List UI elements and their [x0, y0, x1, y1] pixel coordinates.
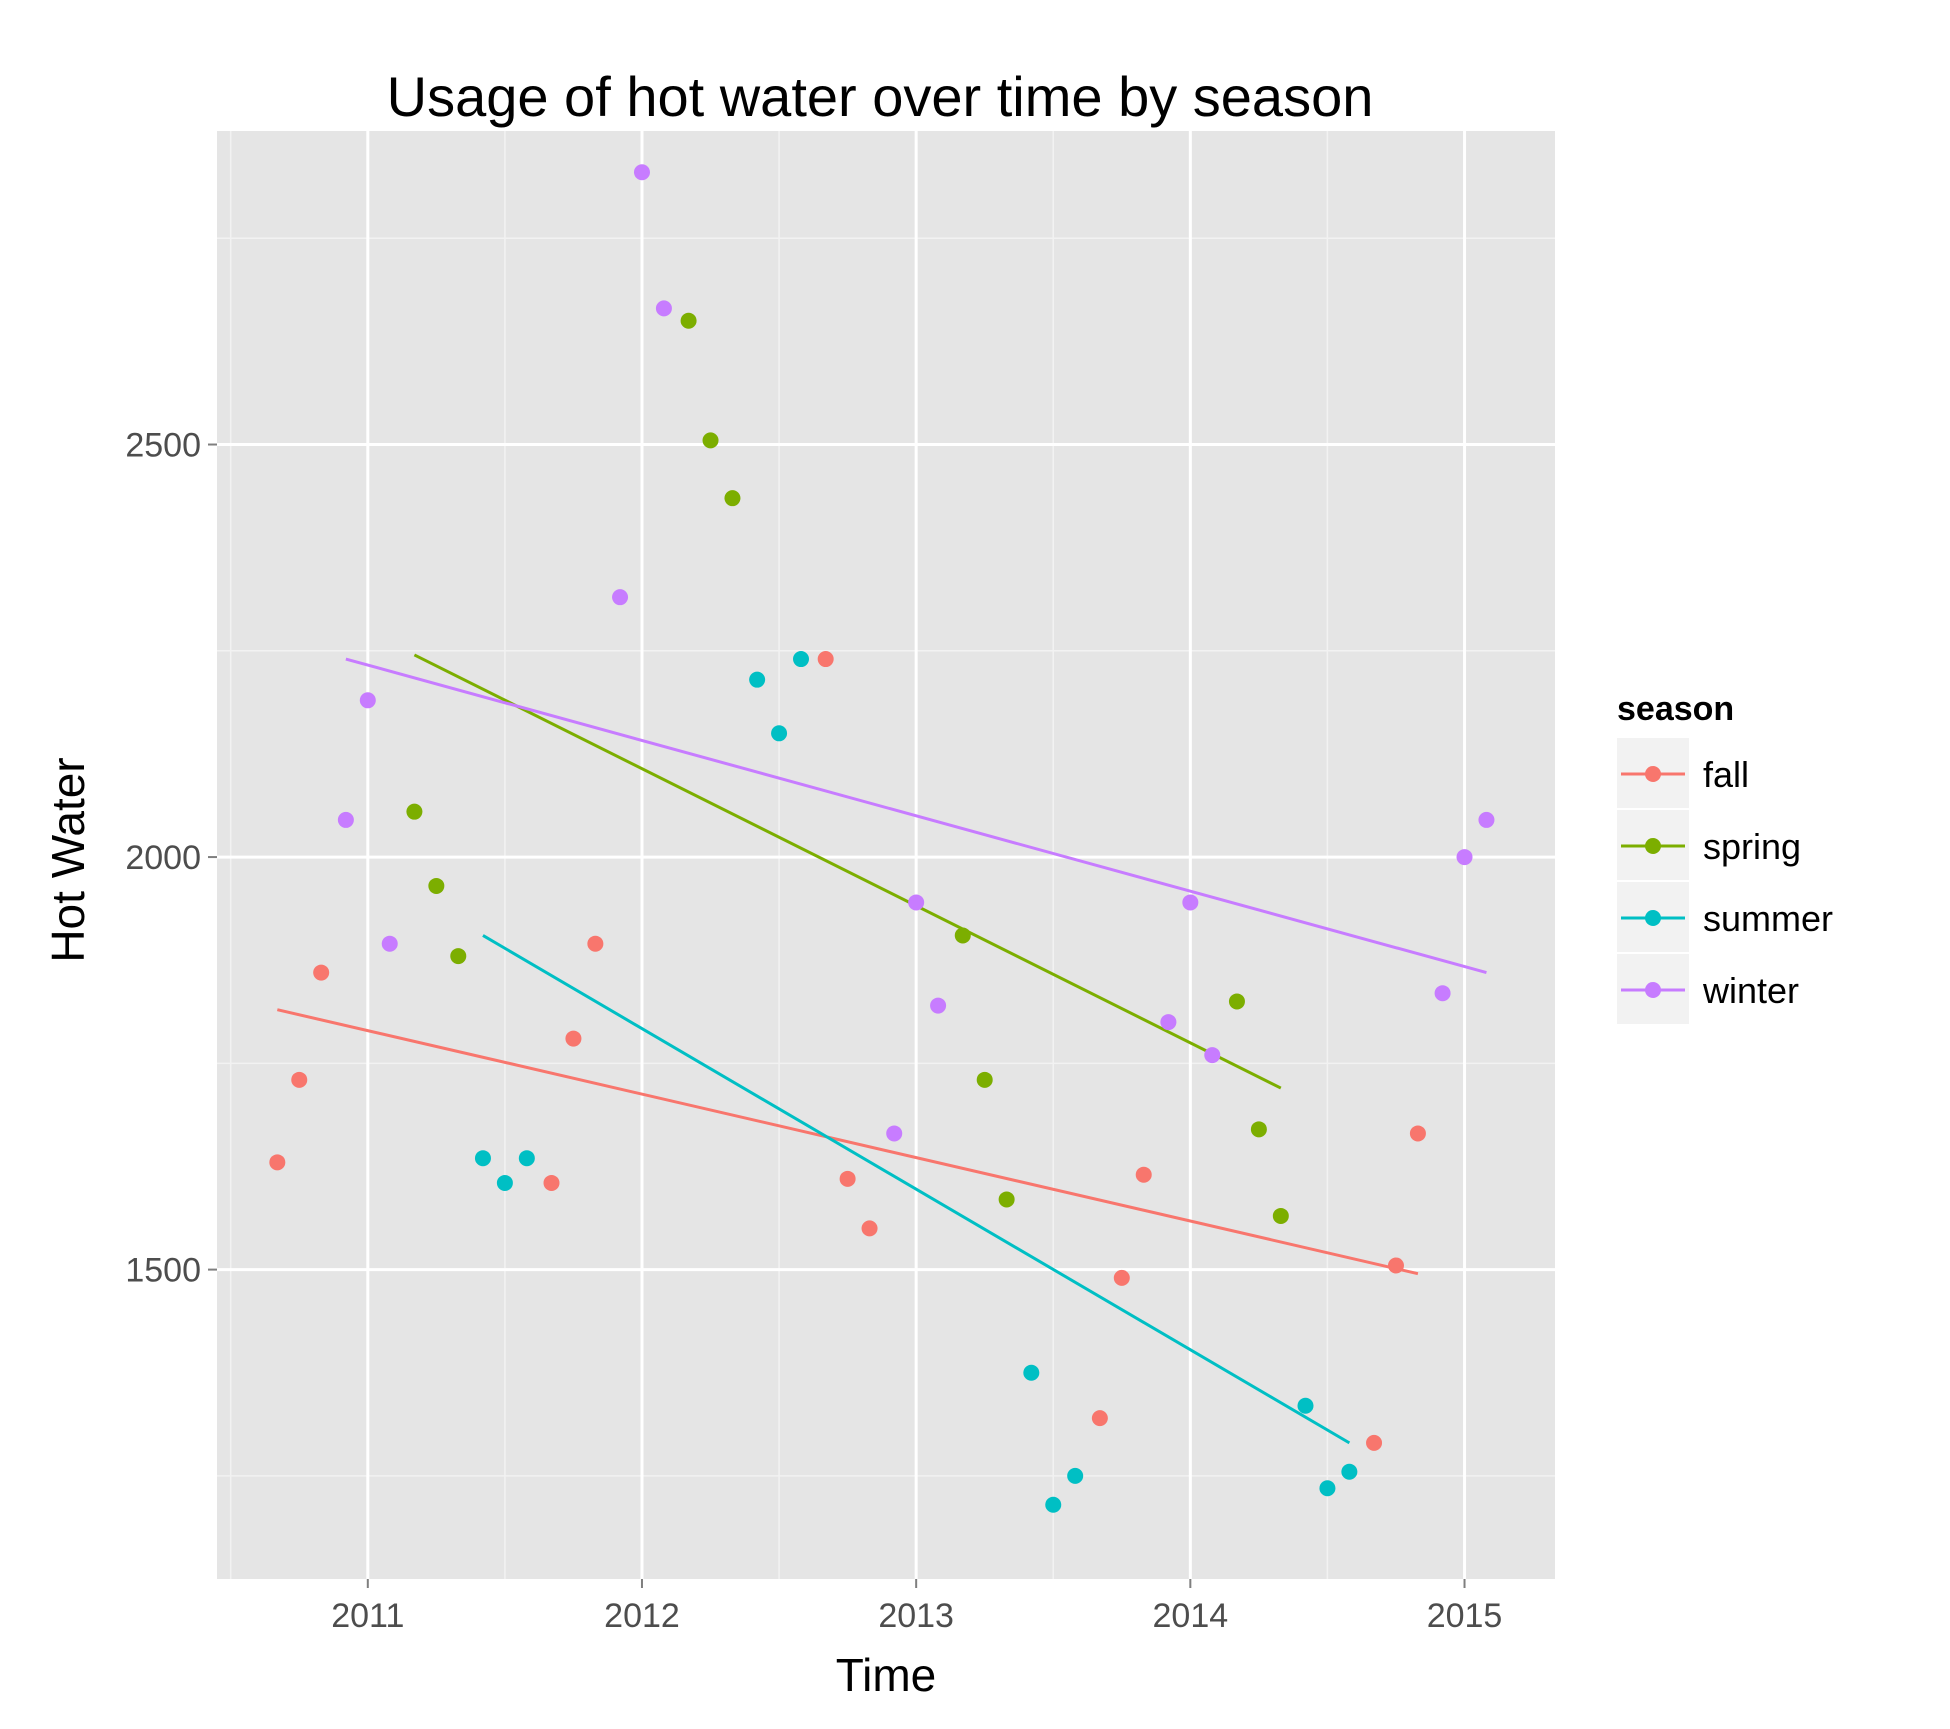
y-axis-title: Hot Water [42, 757, 94, 962]
spring-point [1272, 1207, 1289, 1224]
fall-point [1409, 1125, 1426, 1142]
summer-trend-line [482, 934, 1351, 1445]
winter-point [337, 811, 354, 828]
legend-dot-spring [1645, 838, 1661, 854]
summer-point [1045, 1496, 1062, 1513]
summer-point [474, 1150, 491, 1167]
legend-dot-summer [1645, 910, 1661, 926]
summer-point [1319, 1480, 1336, 1497]
summer-point [1023, 1364, 1040, 1381]
summer-point [749, 671, 766, 688]
winter-point [633, 164, 650, 181]
spring-point [976, 1071, 993, 1088]
fall-point [1387, 1257, 1404, 1274]
winter-point [359, 692, 376, 709]
chart-title: Usage of hot water over time by season [387, 65, 1374, 128]
fall-point [313, 964, 330, 981]
winter-point [655, 300, 672, 317]
winter-trend-line [345, 657, 1487, 975]
x-tick-label: 2011 [331, 1597, 404, 1635]
summer-point [793, 651, 810, 668]
x-tick-label: 2012 [604, 1597, 680, 1635]
spring-point [954, 927, 971, 944]
winter-point [1478, 811, 1495, 828]
legend-label-fall: fall [1703, 754, 1749, 795]
y-tick-label: 1500 [125, 1252, 201, 1290]
winter-point [381, 935, 398, 952]
winter-point [1204, 1047, 1221, 1064]
legend: season fall spring summer winter [1617, 690, 1833, 1024]
spring-point [1228, 993, 1245, 1010]
fall-point [269, 1154, 286, 1171]
spring-point [1250, 1121, 1267, 1138]
spring-point [406, 803, 423, 820]
fall-point [1091, 1410, 1108, 1427]
fall-point [543, 1174, 560, 1191]
legend-dot-winter [1645, 982, 1661, 998]
y-axis-ticks: 1500 2000 2500 [125, 427, 217, 1290]
spring-point [450, 948, 467, 965]
data-points [269, 164, 1495, 1513]
trend-lines [276, 653, 1487, 1445]
winter-point [908, 894, 925, 911]
summer-point [1067, 1467, 1084, 1484]
spring-point [998, 1191, 1015, 1208]
summer-point [496, 1174, 513, 1191]
fall-point [817, 651, 834, 668]
x-tick-label: 2015 [1427, 1597, 1503, 1635]
fall-point [565, 1030, 582, 1047]
winter-point [612, 589, 629, 606]
summer-point [1297, 1397, 1314, 1414]
y-tick-label: 2000 [125, 839, 201, 877]
minor-gridlines [217, 131, 1555, 1579]
legend-label-winter: winter [1702, 970, 1799, 1011]
x-tick-label: 2014 [1153, 1597, 1229, 1635]
legend-label-summer: summer [1703, 898, 1833, 939]
fall-point [1113, 1269, 1130, 1286]
winter-point [1434, 985, 1451, 1002]
spring-point [680, 312, 697, 329]
legend-title: season [1617, 690, 1734, 728]
plot-panel [217, 131, 1555, 1579]
fall-point [861, 1220, 878, 1237]
winter-point [1182, 894, 1199, 911]
x-axis-ticks: 2011 2012 2013 2014 2015 [331, 1579, 1502, 1635]
summer-point [518, 1150, 535, 1167]
winter-point [1160, 1014, 1177, 1031]
winter-point [1456, 849, 1473, 866]
fall-point [1135, 1166, 1152, 1183]
summer-point [1341, 1463, 1358, 1480]
winter-point [930, 997, 947, 1014]
fall-trend-line [276, 1008, 1419, 1276]
fall-point [587, 935, 604, 952]
spring-point [428, 877, 445, 894]
x-tick-label: 2013 [878, 1597, 954, 1635]
spring-point [724, 490, 741, 507]
legend-dot-fall [1645, 766, 1661, 782]
fall-point [1366, 1434, 1383, 1451]
summer-point [771, 725, 788, 742]
y-tick-label: 2500 [125, 427, 201, 465]
spring-point [702, 432, 719, 449]
spring-trend-line [413, 653, 1282, 1090]
fall-point [291, 1071, 308, 1088]
legend-label-spring: spring [1703, 826, 1801, 867]
fall-point [839, 1170, 856, 1187]
x-axis-title: Time [836, 1649, 937, 1701]
winter-point [886, 1125, 903, 1142]
